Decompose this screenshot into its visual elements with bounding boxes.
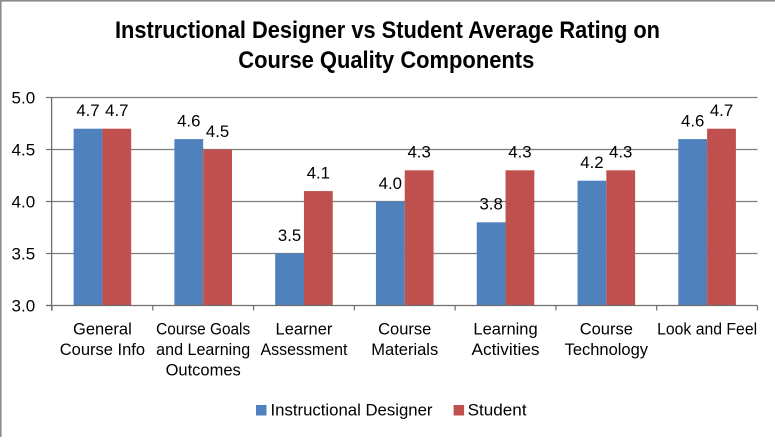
svg-text:Learner: Learner <box>276 321 333 339</box>
svg-text:Look and Feel: Look and Feel <box>657 321 757 339</box>
svg-text:Activities: Activities <box>472 341 540 359</box>
svg-text:4.3: 4.3 <box>609 143 632 162</box>
svg-text:Course Goals: Course Goals <box>156 321 250 339</box>
svg-text:Course Info: Course Info <box>60 341 145 359</box>
svg-text:3.5: 3.5 <box>278 226 301 245</box>
svg-text:Course Quality Components: Course Quality Components <box>238 47 534 74</box>
svg-text:General: General <box>73 321 132 339</box>
svg-text:Course: Course <box>580 321 633 339</box>
svg-text:Student: Student <box>468 402 527 420</box>
svg-text:3.5: 3.5 <box>12 245 36 264</box>
svg-text:5.0: 5.0 <box>12 89 36 108</box>
svg-text:3.8: 3.8 <box>479 195 502 214</box>
svg-text:3.0: 3.0 <box>12 297 36 316</box>
svg-text:4.2: 4.2 <box>580 153 603 172</box>
svg-text:4.6: 4.6 <box>681 111 704 130</box>
svg-text:Outcomes: Outcomes <box>166 362 241 380</box>
svg-text:Assessment: Assessment <box>260 341 347 359</box>
svg-text:4.6: 4.6 <box>177 111 200 130</box>
svg-text:4.7: 4.7 <box>105 101 128 120</box>
svg-text:Instructional Designer vs Stud: Instructional Designer vs Student Averag… <box>115 17 660 44</box>
svg-text:4.7: 4.7 <box>76 101 99 120</box>
svg-text:4.3: 4.3 <box>508 143 531 162</box>
svg-text:and Learning: and Learning <box>156 341 250 359</box>
svg-text:4.0: 4.0 <box>12 193 36 212</box>
svg-text:Course: Course <box>378 321 431 339</box>
svg-text:4.3: 4.3 <box>407 143 430 162</box>
svg-text:Technology: Technology <box>565 341 649 359</box>
svg-text:Instructional Designer: Instructional Designer <box>271 402 434 420</box>
svg-text:4.5: 4.5 <box>12 141 36 160</box>
svg-text:Learning: Learning <box>473 321 537 339</box>
svg-text:Materials: Materials <box>371 341 438 359</box>
svg-text:4.0: 4.0 <box>379 174 402 193</box>
svg-text:4.5: 4.5 <box>206 122 229 141</box>
svg-text:4.7: 4.7 <box>710 101 733 120</box>
svg-text:4.1: 4.1 <box>307 163 330 182</box>
